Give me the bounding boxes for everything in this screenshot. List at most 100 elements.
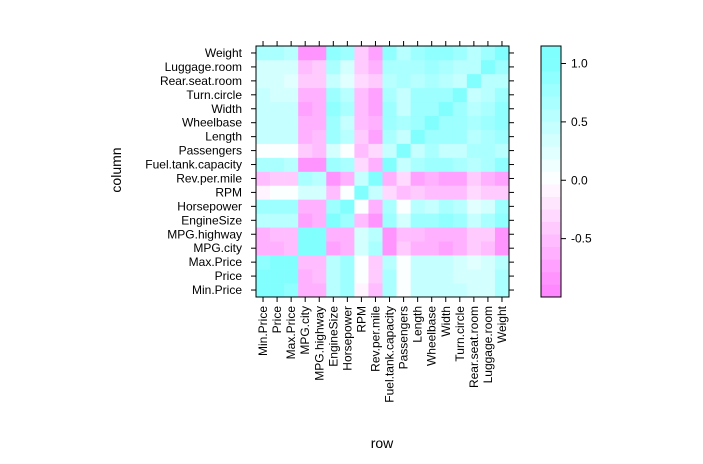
heatmap-cell: [410, 157, 425, 172]
heatmap-cell: [326, 73, 341, 89]
colorbar-tick-label: 0.0: [571, 173, 588, 187]
colorbar-bin: [541, 184, 561, 197]
y-tick-label: Fuel.tank.capacity: [145, 158, 242, 172]
heatmap-cell: [270, 157, 285, 172]
heatmap-cell: [298, 227, 313, 242]
heatmap-cell: [368, 199, 383, 214]
x-axis-title: row: [371, 435, 394, 451]
heatmap-cell: [368, 101, 383, 117]
heatmap-cell: [410, 59, 425, 75]
heatmap-cell: [368, 241, 383, 256]
heatmap-cell: [410, 227, 425, 242]
heatmap-cell: [284, 269, 299, 284]
heatmap-cell: [494, 115, 510, 130]
heatmap-cell: [466, 129, 482, 144]
heatmap-cell: [354, 255, 369, 270]
heatmap-cell: [410, 87, 425, 103]
heatmap-cell: [480, 241, 496, 256]
x-tick-label: Weight: [495, 305, 509, 343]
x-tick-label: Price: [270, 306, 284, 334]
heatmap-cell: [284, 241, 299, 256]
heatmap-cell: [494, 46, 510, 61]
heatmap-cell: [424, 143, 440, 158]
heatmap-cell: [354, 199, 369, 214]
heatmap-cell: [270, 255, 285, 270]
heatmap-cell: [284, 213, 299, 228]
heatmap-cell: [312, 283, 327, 298]
heatmap-cell: [396, 129, 411, 144]
heatmap-cell: [452, 115, 468, 130]
heatmap-cell: [270, 59, 285, 75]
heatmap-cell: [466, 227, 482, 242]
colorbar-bin: [541, 158, 561, 172]
heatmap-cell: [298, 213, 313, 228]
heatmap-cell: [452, 269, 468, 284]
heatmap-cell: [312, 227, 327, 242]
heatmap-cell: [256, 129, 271, 144]
heatmap-cell: [424, 59, 440, 75]
heatmap-cell: [382, 143, 397, 158]
heatmap-cell: [256, 101, 271, 117]
heatmap-cell: [424, 269, 440, 284]
colorbar-bin: [541, 133, 561, 147]
heatmap-cell: [452, 283, 468, 298]
colorbar-bin: [541, 209, 561, 222]
heatmap-cell: [270, 73, 285, 89]
colorbar-frame: [540, 45, 562, 298]
heatmap-cell: [480, 101, 496, 117]
heatmap-cell: [480, 269, 496, 284]
heatmap-cell: [396, 87, 411, 103]
heatmap-cell: [368, 171, 383, 186]
heatmap-cell: [326, 101, 341, 117]
heatmap-cell: [410, 129, 425, 144]
y-tick-label: EngineSize: [181, 213, 242, 227]
y-tick-label: Length: [205, 130, 242, 144]
heatmap-cell: [494, 101, 510, 117]
heatmap-cell: [284, 129, 299, 144]
heatmap-cell: [480, 46, 496, 61]
heatmap-cell: [466, 46, 482, 61]
heatmap-cell: [382, 129, 397, 144]
y-axis-title: column: [108, 147, 124, 192]
heatmap-cell: [354, 143, 369, 158]
heatmap-cell: [382, 283, 397, 298]
heatmap-cell: [298, 269, 313, 284]
heatmap-cell: [256, 115, 271, 130]
heatmap-cell: [340, 283, 355, 298]
x-tick-label: MPG.city: [298, 306, 312, 355]
heatmap-cell: [424, 115, 440, 130]
heatmap-cell: [382, 255, 397, 270]
heatmap-cell: [256, 73, 271, 89]
heatmap-cell: [452, 241, 468, 256]
x-tick-label: Width: [439, 306, 453, 337]
heatmap-cell: [438, 269, 454, 284]
heatmap-cell: [410, 171, 425, 186]
heatmap-cell: [270, 227, 285, 242]
heatmap-cell: [382, 213, 397, 228]
heatmap-cell: [312, 157, 327, 172]
heatmap-cell: [340, 129, 355, 144]
heatmap-cell: [438, 283, 454, 298]
heatmap-cell: [340, 46, 355, 61]
heatmap-cell: [368, 59, 383, 75]
heatmap-cell: [256, 283, 271, 298]
heatmap-cell: [494, 241, 510, 256]
heatmap-cell: [410, 199, 425, 214]
heatmap-cell: [298, 59, 313, 75]
heatmap-cell: [494, 213, 510, 228]
y-tick-label: MPG.city: [193, 241, 242, 255]
heatmap-cell: [298, 171, 313, 186]
heatmap-cell: [284, 46, 299, 61]
heatmap-cell: [410, 46, 425, 61]
x-tick-label: RPM: [354, 306, 368, 333]
heatmap-cell: [284, 59, 299, 75]
heatmap-cell: [298, 73, 313, 89]
heatmap-cell: [270, 269, 285, 284]
heatmap-cell: [298, 46, 313, 61]
heatmap-cell: [382, 199, 397, 214]
heatmap-cell: [312, 101, 327, 117]
y-tick-label: MPG.highway: [167, 227, 242, 241]
colorbar: [541, 46, 561, 298]
heatmap-cell: [284, 73, 299, 89]
